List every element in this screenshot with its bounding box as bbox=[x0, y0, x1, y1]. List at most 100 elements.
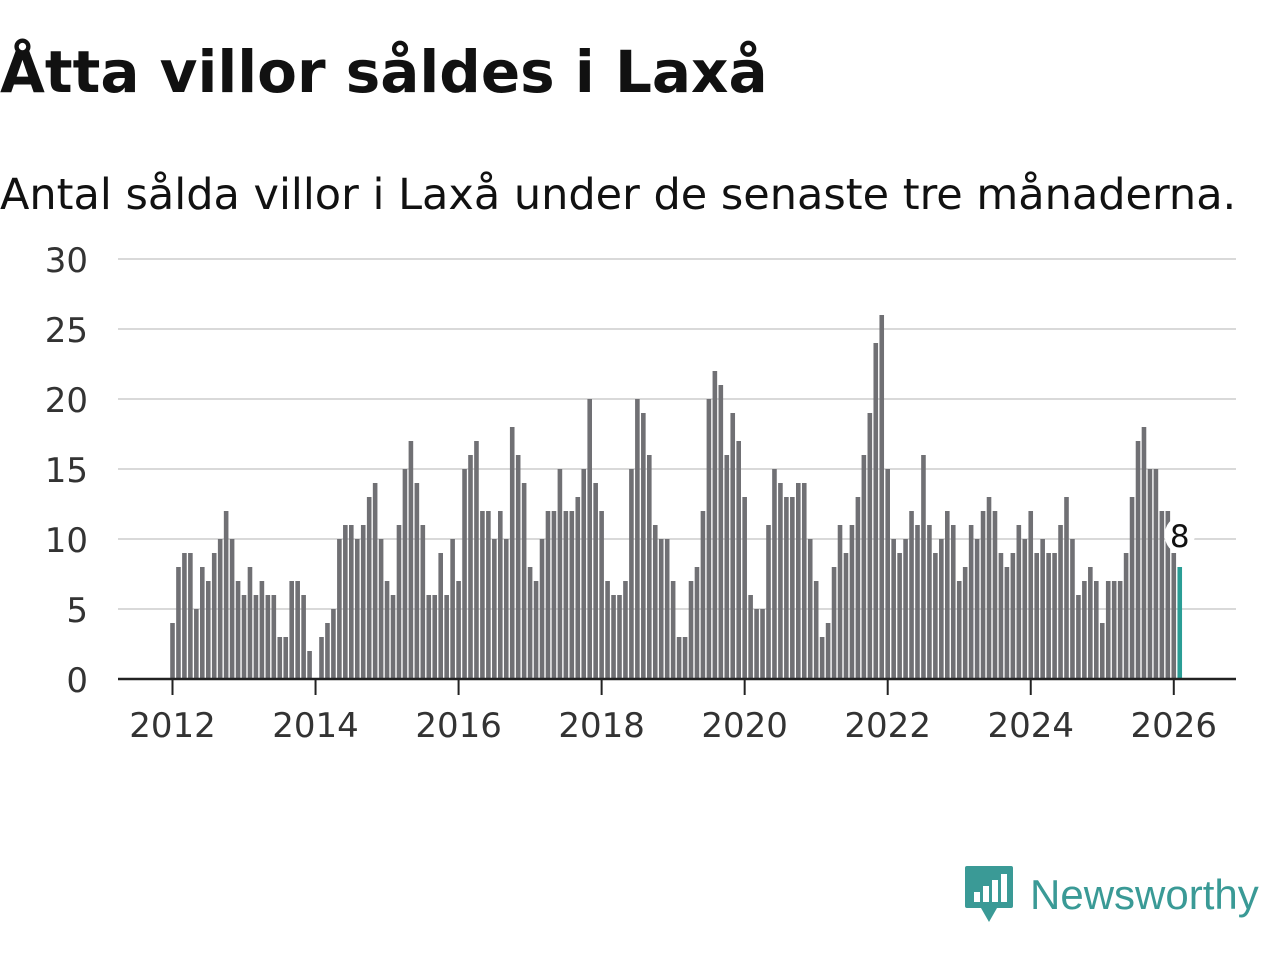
bar bbox=[498, 511, 503, 679]
bar bbox=[605, 581, 610, 679]
bar bbox=[968, 525, 974, 679]
bar bbox=[933, 553, 938, 679]
bar bbox=[647, 455, 652, 679]
bar bbox=[593, 483, 598, 679]
x-tick-label: 2026 bbox=[1131, 706, 1218, 746]
bar bbox=[748, 595, 753, 679]
bar bbox=[1099, 623, 1105, 679]
bar bbox=[897, 553, 902, 679]
bar-highlight bbox=[1177, 567, 1183, 679]
newsworthy-logo-icon bbox=[965, 866, 1013, 922]
bar bbox=[623, 581, 628, 679]
bar bbox=[1117, 581, 1123, 679]
bar bbox=[1153, 469, 1159, 679]
bar bbox=[1004, 567, 1010, 679]
bar bbox=[813, 581, 819, 679]
bar bbox=[867, 413, 873, 679]
y-tick-label: 20 bbox=[45, 381, 88, 421]
bar bbox=[414, 483, 420, 679]
bar bbox=[885, 469, 890, 679]
bar bbox=[408, 441, 414, 679]
bar bbox=[295, 581, 300, 679]
bar bbox=[289, 581, 294, 679]
bar bbox=[855, 497, 861, 679]
bar bbox=[998, 553, 1004, 679]
bar bbox=[664, 539, 670, 679]
bar bbox=[927, 525, 932, 679]
bar bbox=[796, 483, 801, 679]
brand-name: Newsworthy bbox=[1030, 871, 1259, 918]
bar bbox=[1040, 539, 1045, 679]
bar bbox=[778, 483, 783, 679]
bar bbox=[581, 469, 587, 679]
bar bbox=[253, 595, 259, 679]
bar bbox=[1111, 581, 1117, 679]
bar bbox=[986, 497, 992, 679]
bar bbox=[754, 609, 759, 679]
bar bbox=[217, 539, 223, 679]
bar bbox=[1082, 581, 1087, 679]
x-tick-label: 2014 bbox=[272, 706, 359, 746]
bar bbox=[247, 567, 253, 679]
bar bbox=[450, 539, 455, 679]
bar bbox=[384, 581, 390, 679]
bar bbox=[921, 455, 926, 679]
bar bbox=[170, 623, 175, 679]
bar bbox=[211, 553, 217, 679]
chart-title: Åtta villor såldes i Laxå bbox=[0, 38, 768, 106]
bar bbox=[360, 525, 366, 679]
bar bbox=[772, 469, 777, 679]
bar bbox=[325, 623, 330, 679]
bar bbox=[1058, 525, 1063, 679]
bar bbox=[706, 399, 712, 679]
bar bbox=[790, 497, 795, 679]
bar bbox=[223, 511, 229, 679]
bars bbox=[170, 315, 1183, 679]
bar bbox=[1129, 497, 1135, 679]
bar bbox=[569, 511, 575, 679]
y-tick-label: 10 bbox=[45, 521, 88, 561]
bar bbox=[1123, 553, 1129, 679]
bar bbox=[1076, 595, 1081, 679]
x-tick-label: 2016 bbox=[415, 706, 502, 746]
bar bbox=[861, 455, 867, 679]
bar bbox=[182, 553, 187, 679]
bar bbox=[849, 525, 855, 679]
bar bbox=[354, 539, 360, 679]
bar bbox=[843, 553, 849, 679]
bar bbox=[521, 483, 527, 679]
bar bbox=[301, 595, 306, 679]
bar bbox=[718, 385, 724, 679]
bar bbox=[915, 525, 920, 679]
bar bbox=[635, 399, 640, 679]
bar bbox=[438, 553, 443, 679]
bar bbox=[939, 539, 944, 679]
chart-subtitle: Antal sålda villor i Laxå under de senas… bbox=[0, 170, 1237, 220]
bar bbox=[641, 413, 646, 679]
bar bbox=[200, 567, 205, 679]
bar bbox=[343, 525, 348, 679]
bar bbox=[658, 539, 664, 679]
bar bbox=[176, 567, 181, 679]
bar bbox=[724, 455, 730, 679]
bar bbox=[396, 525, 402, 679]
bar bbox=[372, 483, 378, 679]
bar bbox=[194, 609, 199, 679]
bar bbox=[271, 595, 277, 679]
bar bbox=[1159, 511, 1165, 679]
bar bbox=[319, 637, 324, 679]
bar bbox=[1046, 553, 1051, 679]
y-tick-label: 30 bbox=[45, 241, 88, 281]
bar bbox=[265, 595, 271, 679]
bar bbox=[307, 651, 312, 679]
bar bbox=[629, 469, 634, 679]
bar bbox=[879, 315, 885, 679]
bar bbox=[462, 469, 467, 679]
bar bbox=[1010, 553, 1016, 679]
bar bbox=[688, 581, 694, 679]
bar bbox=[1028, 511, 1034, 679]
bar bbox=[760, 609, 765, 679]
bar bbox=[474, 441, 479, 679]
bar bbox=[980, 511, 986, 679]
